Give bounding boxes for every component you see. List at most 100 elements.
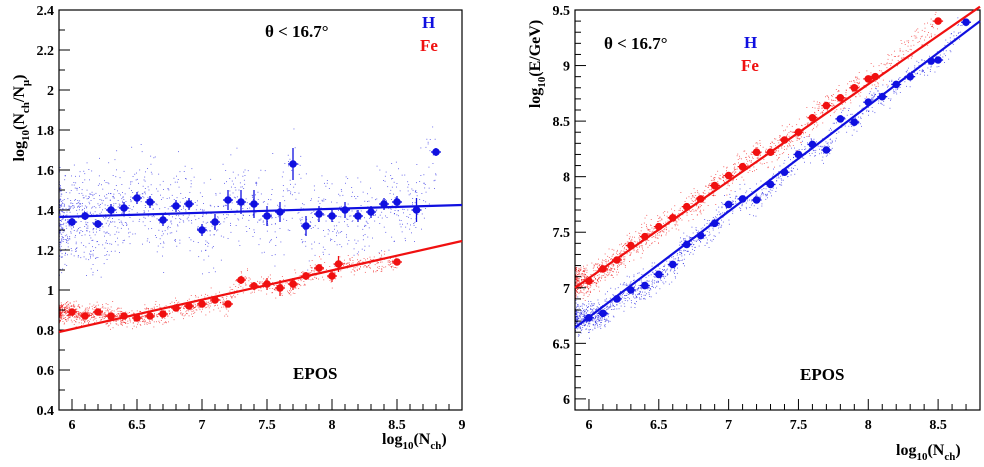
scatter-dot: [63, 314, 65, 316]
scatter-dot: [200, 208, 202, 210]
scatter-dot: [579, 291, 581, 293]
scatter-dot: [351, 263, 353, 265]
scatter-dot: [679, 260, 680, 262]
scatter-dot: [65, 319, 67, 320]
scatter-dot: [957, 25, 959, 26]
scatter-dot: [648, 240, 650, 241]
scatter-dot: [719, 224, 721, 226]
scatter-dot: [608, 316, 609, 318]
scatter-dot: [850, 113, 852, 115]
scatter-dot: [318, 197, 320, 198]
scatter-dot: [303, 204, 305, 206]
data-point-fe: [133, 314, 141, 322]
scatter-dot: [64, 248, 66, 250]
scatter-dot: [715, 209, 717, 211]
scatter-dot: [935, 56, 937, 58]
scatter-dot: [897, 88, 898, 90]
scatter-dot: [92, 206, 94, 208]
scatter-dot: [952, 43, 954, 45]
scatter-dot: [75, 248, 76, 250]
scatter-dot: [582, 316, 584, 318]
scatter-dot: [181, 314, 183, 316]
scatter-dot: [77, 229, 79, 231]
scatter-dot: [819, 145, 821, 147]
scatter-dot: [702, 191, 704, 193]
scatter-dot: [87, 222, 89, 224]
scatter-dot: [666, 260, 668, 262]
scatter-dot: [238, 189, 240, 191]
scatter-dot: [924, 31, 926, 32]
scatter-dot: [690, 252, 692, 254]
scatter-dot: [332, 231, 334, 232]
scatter-dot: [872, 94, 873, 96]
scatter-dot: [185, 197, 186, 198]
scatter-dot: [82, 209, 84, 210]
scatter-dot: [86, 224, 88, 226]
scatter-dot: [595, 264, 597, 265]
scatter-dot: [681, 255, 683, 257]
scatter-dot: [396, 183, 398, 184]
scatter-dot: [143, 212, 145, 214]
scatter-dot: [106, 251, 108, 252]
scatter-dot: [706, 242, 708, 244]
scatter-dot: [176, 175, 177, 177]
scatter-dot: [186, 310, 188, 311]
scatter-dot: [385, 199, 386, 200]
scatter-dot: [762, 193, 764, 194]
scatter-dot: [814, 107, 816, 109]
scatter-dot: [62, 313, 64, 315]
scatter-dot: [330, 240, 331, 242]
scatter-dot: [806, 107, 808, 108]
scatter-dot: [389, 193, 391, 194]
scatter-dot: [227, 214, 229, 216]
scatter-dot: [178, 215, 180, 217]
scatter-dot: [910, 49, 912, 51]
scatter-dot: [779, 183, 780, 185]
scatter-dot: [224, 182, 225, 184]
scatter-dot: [197, 296, 199, 298]
scatter-dot: [214, 271, 216, 273]
scatter-dot: [362, 261, 364, 263]
scatter-dot: [411, 232, 412, 234]
scatter-dot: [904, 78, 906, 80]
scatter-dot: [616, 304, 618, 306]
scatter-dot: [112, 175, 114, 176]
scatter-dot: [645, 294, 646, 296]
scatter-dot: [141, 193, 143, 195]
scatter-dot: [712, 239, 714, 240]
scatter-dot: [394, 210, 396, 211]
scatter-dot: [92, 319, 94, 321]
scatter-dot: [75, 318, 77, 320]
scatter-dot: [606, 312, 608, 313]
scatter-dot: [233, 283, 235, 285]
scatter-dot: [629, 276, 630, 278]
scatter-dot: [677, 263, 679, 265]
scatter-dot: [630, 281, 632, 283]
scatter-dot: [608, 266, 609, 268]
scatter-dot: [197, 305, 198, 306]
scatter-dot: [75, 308, 77, 310]
scatter-dot: [222, 300, 224, 302]
scatter-dot: [697, 239, 699, 240]
scatter-dot: [352, 191, 353, 193]
scatter-dot: [582, 325, 584, 326]
scatter-dot: [91, 313, 93, 314]
scatter-dot: [268, 199, 269, 200]
scatter-dot: [266, 230, 268, 232]
scatter-dot: [108, 312, 109, 314]
scatter-dot: [392, 178, 394, 179]
scatter-dot: [208, 272, 210, 273]
scatter-dot: [215, 293, 217, 295]
scatter-dot: [756, 193, 758, 195]
scatter-dot: [100, 276, 102, 278]
scatter-dot: [198, 307, 200, 309]
scatter-dot: [616, 304, 617, 306]
scatter-dot: [366, 266, 368, 268]
scatter-dot: [284, 200, 286, 202]
scatter-dot: [119, 204, 120, 206]
scatter-dot: [339, 206, 341, 208]
scatter-dot: [379, 214, 381, 216]
scatter-dot: [714, 218, 716, 220]
scatter-dot: [65, 222, 67, 224]
scatter-dot: [370, 258, 371, 260]
